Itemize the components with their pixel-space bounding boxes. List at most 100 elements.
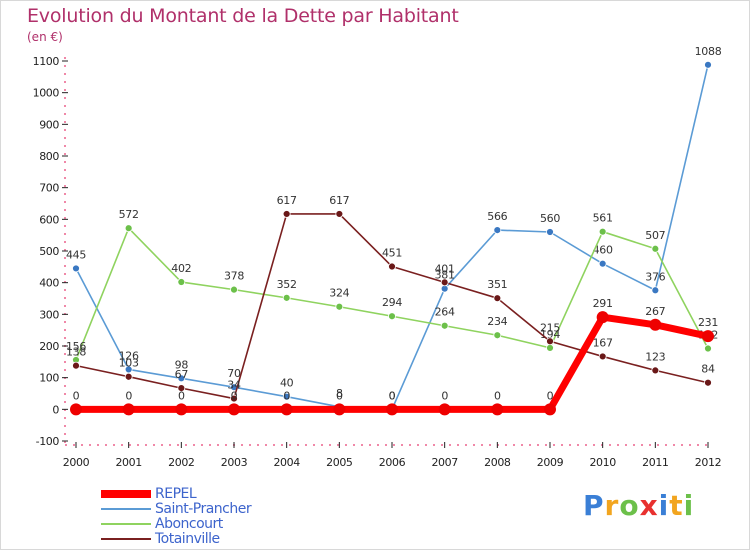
data-label-aboncourt: 378 bbox=[224, 270, 244, 283]
data-label-totainville: 103 bbox=[119, 357, 139, 370]
x-tick-label: 2005 bbox=[326, 456, 353, 469]
y-tick-label: 500 bbox=[39, 245, 59, 258]
x-tick-label: 2008 bbox=[484, 456, 511, 469]
x-tick-label: 2009 bbox=[537, 456, 564, 469]
data-label-aboncourt: 156 bbox=[66, 340, 86, 353]
data-label-saint-prancher: 126 bbox=[119, 349, 139, 362]
data-label-totainville: 167 bbox=[593, 336, 613, 349]
data-label-saint-prancher: 98 bbox=[175, 358, 189, 371]
data-label-repel: 0 bbox=[547, 389, 554, 402]
x-tick-label: 2000 bbox=[63, 456, 90, 469]
data-point-saint-prancher bbox=[282, 392, 291, 401]
data-point-aboncourt bbox=[282, 293, 291, 302]
data-label-aboncourt: 402 bbox=[171, 262, 191, 275]
brand-letter: o bbox=[619, 489, 640, 522]
x-tick-label: 2003 bbox=[221, 456, 248, 469]
data-label-repel: 0 bbox=[283, 389, 290, 402]
data-point-totainville bbox=[124, 372, 133, 381]
data-point-saint-prancher bbox=[598, 259, 607, 268]
data-label-repel: 0 bbox=[494, 389, 501, 402]
brand-letter: P bbox=[583, 489, 605, 522]
data-point-saint-prancher bbox=[72, 264, 80, 273]
data-point-repel bbox=[122, 403, 135, 416]
data-point-totainville bbox=[493, 294, 502, 303]
data-point-aboncourt bbox=[177, 278, 186, 286]
x-tick-label: 2002 bbox=[168, 456, 194, 469]
y-tick-label: 100 bbox=[39, 372, 59, 385]
data-point-repel bbox=[702, 330, 714, 343]
brand-letter: r bbox=[604, 489, 620, 522]
data-point-saint-prancher bbox=[177, 374, 186, 383]
data-point-saint-prancher bbox=[546, 228, 554, 236]
data-label-repel: 0 bbox=[389, 389, 396, 402]
data-point-totainville bbox=[72, 361, 80, 370]
data-label-repel: 0 bbox=[336, 389, 343, 402]
data-label-aboncourt: 294 bbox=[382, 296, 402, 309]
data-point-repel bbox=[386, 403, 398, 416]
legend-item-repel: REPEL bbox=[101, 486, 321, 502]
chart-unit: (en €) bbox=[27, 30, 63, 44]
data-label-totainville: 84 bbox=[701, 363, 715, 376]
x-tick-label: 2010 bbox=[589, 456, 616, 469]
data-label-aboncourt: 264 bbox=[435, 306, 455, 319]
data-point-repel bbox=[438, 403, 451, 416]
data-point-repel bbox=[175, 403, 188, 416]
data-point-totainville bbox=[230, 394, 238, 403]
x-tick-label: 2006 bbox=[379, 456, 406, 469]
x-tick-label: 2004 bbox=[273, 456, 300, 469]
data-label-saint-prancher: 560 bbox=[540, 212, 560, 225]
data-point-aboncourt bbox=[598, 227, 607, 236]
data-label-totainville: 451 bbox=[382, 247, 402, 260]
series-line-saint-prancher bbox=[75, 63, 709, 411]
data-point-aboncourt bbox=[124, 224, 133, 233]
data-point-aboncourt bbox=[704, 344, 712, 353]
y-tick-label: 400 bbox=[39, 277, 59, 290]
data-point-repel bbox=[649, 318, 662, 331]
data-label-repel: 267 bbox=[645, 305, 665, 318]
legend-item-totainville: Totainville bbox=[101, 531, 321, 547]
y-tick-label: 900 bbox=[39, 118, 59, 131]
data-point-totainville bbox=[651, 366, 660, 375]
chart-title: Evolution du Montant de la Dette par Hab… bbox=[27, 5, 459, 27]
x-tick-label: 2011 bbox=[642, 456, 668, 469]
legend: REPEL Saint-Prancher Aboncourt Totainville bbox=[101, 486, 321, 547]
legend-label-totainville: Totainville bbox=[155, 531, 220, 547]
data-label-totainville: 138 bbox=[66, 346, 86, 359]
data-point-aboncourt bbox=[388, 312, 396, 321]
y-tick-label: -100 bbox=[36, 435, 60, 448]
data-point-totainville bbox=[335, 210, 344, 218]
data-label-saint-prancher: 0 bbox=[389, 389, 396, 402]
x-tick-label: 2007 bbox=[431, 456, 458, 469]
data-label-saint-prancher: 445 bbox=[66, 248, 86, 261]
data-point-repel bbox=[70, 403, 82, 416]
data-point-aboncourt bbox=[546, 343, 554, 352]
data-label-repel: 0 bbox=[231, 389, 238, 402]
y-tick-label: 1100 bbox=[33, 55, 60, 68]
data-label-saint-prancher: 8 bbox=[336, 387, 343, 400]
brand-logo: Proxiti bbox=[583, 489, 694, 522]
legend-label-saint-prancher: Saint-Prancher bbox=[155, 501, 252, 517]
data-point-repel bbox=[544, 403, 556, 416]
x-tick-label: 2001 bbox=[115, 456, 141, 469]
brand-letter: i bbox=[683, 489, 695, 522]
data-label-totainville: 123 bbox=[645, 350, 665, 363]
data-label-totainville: 215 bbox=[540, 321, 560, 334]
data-point-repel bbox=[491, 403, 504, 416]
data-point-repel bbox=[228, 403, 240, 416]
data-label-aboncourt: 234 bbox=[487, 315, 507, 328]
data-label-aboncourt: 561 bbox=[593, 212, 613, 225]
legend-label-repel: REPEL bbox=[155, 486, 197, 502]
data-point-saint-prancher bbox=[493, 226, 502, 235]
data-point-repel bbox=[596, 311, 609, 324]
data-point-totainville bbox=[440, 278, 449, 287]
legend-swatch-saint-prancher bbox=[101, 508, 151, 510]
data-label-saint-prancher: 40 bbox=[280, 377, 294, 390]
data-point-repel bbox=[333, 403, 346, 416]
data-label-repel: 291 bbox=[593, 297, 613, 310]
y-tick-label: 600 bbox=[39, 213, 59, 226]
data-point-totainville bbox=[177, 384, 186, 393]
data-point-totainville bbox=[546, 337, 554, 346]
legend-swatch-totainville bbox=[101, 538, 151, 540]
